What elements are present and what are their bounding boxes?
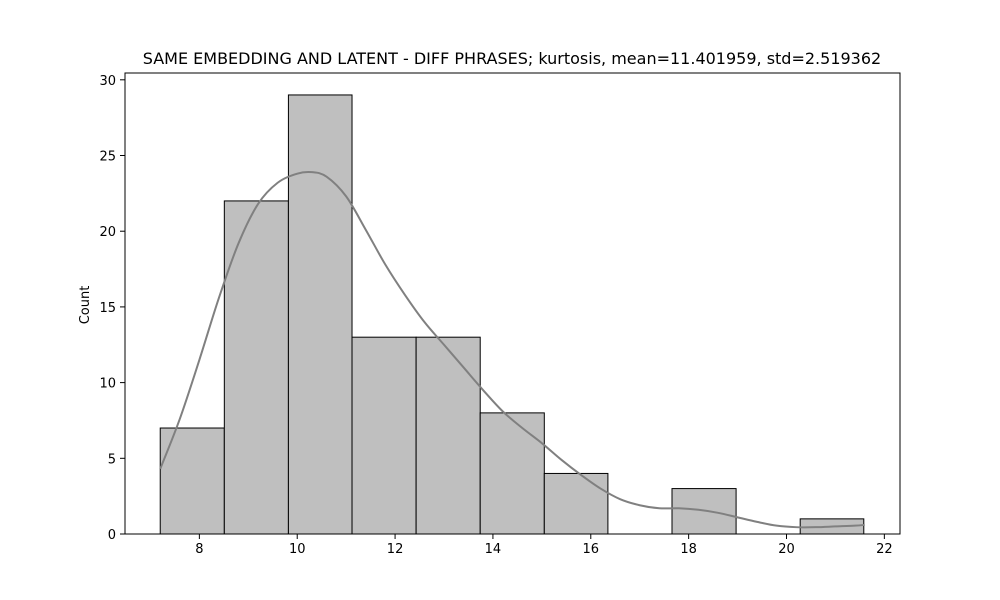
x-tick-label: 8 — [195, 542, 203, 557]
x-tick-label: 20 — [778, 542, 795, 557]
kde-line — [159, 170, 865, 529]
y-tick-label: 10 — [99, 377, 116, 392]
x-tick-label: 18 — [680, 542, 697, 557]
histogram-bar-3 — [351, 336, 417, 535]
y-axis-ticks: 0 5 10 15 20 25 30 — [99, 74, 125, 543]
y-tick-label: 30 — [99, 74, 116, 89]
x-tick-label: 12 — [387, 542, 404, 557]
histogram-bar-1 — [223, 200, 289, 535]
y-tick-label: 5 — [108, 452, 116, 467]
x-tick-label: 14 — [485, 542, 502, 557]
y-tick-label: 0 — [108, 528, 116, 543]
histogram-bars — [159, 94, 865, 535]
histogram-bar-2 — [287, 94, 353, 535]
y-tick-label: 20 — [99, 225, 116, 240]
histogram-bar-5 — [479, 412, 545, 535]
histogram-bar-0 — [159, 427, 225, 535]
x-tick-label: 10 — [289, 542, 306, 557]
histogram-bar-6 — [543, 472, 609, 535]
x-tick-label: 16 — [583, 542, 600, 557]
chart-title: SAME EMBEDDING AND LATENT - DIFF PHRASES… — [143, 49, 881, 68]
x-axis-ticks: 8 10 12 14 16 18 20 22 — [195, 534, 893, 557]
y-tick-label: 25 — [99, 150, 116, 165]
y-axis-label: Count — [78, 286, 93, 325]
histogram-bar-4 — [415, 336, 481, 535]
kde-curve-group — [159, 170, 865, 529]
y-tick-label: 15 — [99, 301, 116, 316]
x-tick-label: 22 — [876, 542, 893, 557]
plot-frame — [124, 72, 901, 535]
